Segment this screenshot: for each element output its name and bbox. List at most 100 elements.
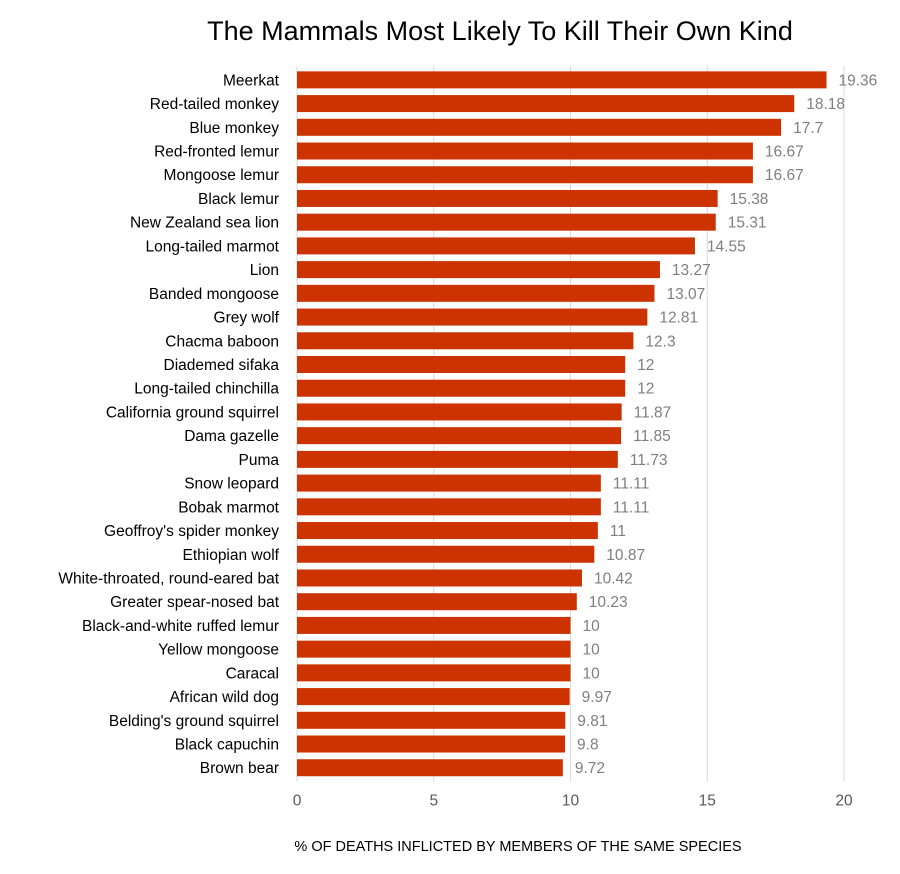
bar [297, 379, 626, 397]
category-label: Black capuchin [175, 737, 279, 754]
x-tick-label: 20 [835, 793, 853, 810]
category-label: Puma [239, 452, 280, 469]
value-label: 12.3 [645, 333, 675, 350]
bar [297, 142, 753, 160]
bar [297, 332, 634, 350]
bar [297, 688, 570, 706]
value-label: 10 [583, 665, 601, 682]
bar [297, 308, 648, 326]
value-label: 9.81 [577, 713, 607, 730]
category-label: Lion [250, 262, 279, 279]
bar [297, 640, 571, 658]
x-axis-ticks: 0 5 10 15 20 [293, 793, 853, 810]
category-label: Grey wolf [214, 310, 280, 327]
x-tick-label: 0 [293, 793, 302, 810]
value-label: 16.67 [765, 144, 804, 161]
value-label: 9.8 [577, 737, 599, 754]
x-axis-title: % OF DEATHS INFLICTED BY MEMBERS OF THE … [294, 839, 741, 855]
value-label: 15.38 [730, 191, 769, 208]
value-label: 14.55 [707, 238, 746, 255]
value-label: 11.11 [613, 499, 650, 516]
category-label: Diademed sifaka [164, 357, 280, 374]
value-label: 10.23 [589, 594, 628, 611]
category-label: California ground squirrel [106, 404, 279, 421]
bar [297, 356, 626, 373]
category-label: Mongoose lemur [164, 167, 279, 184]
value-label: 10 [583, 642, 601, 659]
category-label: Bobak marmot [178, 499, 279, 516]
gridlines [296, 66, 845, 782]
category-labels: Meerkat Red-tailed monkey Blue monkey Red-f… [58, 72, 279, 777]
value-labels: 19.36 18.18 17.7 16.67 16.67 15.38 15.31 14.55 1… [575, 72, 877, 777]
category-label: Red-fronted lemur [154, 144, 279, 161]
bar [297, 189, 718, 207]
category-label: Yellow mongoose [158, 642, 279, 659]
bar [297, 427, 622, 445]
category-label: Blue monkey [189, 120, 279, 137]
bar [297, 284, 655, 302]
category-label: Long-tailed chinchilla [134, 381, 279, 398]
category-label: Snow leopard [184, 476, 279, 493]
category-label: Brown bear [200, 760, 279, 777]
x-tick-label: 5 [429, 793, 438, 810]
category-label: Chacma baboon [165, 333, 279, 350]
category-label: Belding's ground squirrel [109, 713, 279, 730]
category-label: Geoffroy's spider monkey [104, 523, 279, 540]
category-label: New Zealand sea lion [130, 215, 279, 232]
bar [297, 118, 782, 136]
category-label: White-throated, round-eared bat [58, 570, 279, 587]
bar [297, 522, 598, 540]
bar [297, 498, 601, 516]
bar [297, 569, 582, 587]
category-label: Black-and-white ruffed lemur [82, 618, 279, 635]
value-label: 11.11 [613, 476, 650, 493]
bar [297, 95, 795, 113]
category-label: Caracal [226, 665, 279, 682]
bar [297, 711, 566, 729]
bar [297, 474, 601, 492]
value-label: 12 [637, 381, 654, 398]
value-label: 12.81 [659, 310, 698, 327]
category-label: Red-tailed monkey [150, 96, 279, 113]
value-label: 10.87 [606, 547, 645, 564]
bar [297, 545, 595, 563]
bar [297, 735, 566, 753]
value-label: 17.7 [793, 120, 823, 137]
value-label: 11.87 [634, 404, 672, 421]
bar [297, 616, 571, 634]
value-label: 11.85 [633, 428, 671, 445]
category-label: Long-tailed marmot [145, 238, 279, 255]
value-label: 12 [637, 357, 654, 374]
category-label: Dama gazelle [184, 428, 279, 445]
bar [297, 593, 577, 611]
category-label: Black lemur [198, 191, 279, 208]
category-label: Meerkat [223, 72, 280, 89]
value-label: 15.31 [728, 215, 767, 232]
bar [297, 403, 622, 421]
bar [297, 759, 563, 777]
category-label: Greater spear-nosed bat [110, 594, 280, 611]
x-tick-label: 15 [699, 793, 716, 810]
bar [297, 450, 618, 468]
value-label: 10 [583, 618, 601, 635]
value-label: 9.97 [582, 689, 612, 706]
value-label: 11 [610, 523, 626, 540]
value-label: 9.72 [575, 760, 605, 777]
value-label: 16.67 [765, 167, 804, 184]
bar [297, 213, 716, 231]
x-tick-label: 10 [562, 793, 580, 810]
bar [297, 237, 695, 255]
value-label: 13.27 [672, 262, 711, 279]
category-label: African wild dog [170, 689, 279, 706]
bar [297, 166, 753, 184]
category-label: Banded mongoose [149, 286, 279, 303]
value-label: 18.18 [806, 96, 845, 113]
value-label: 10.42 [594, 570, 633, 587]
value-label: 11.73 [630, 452, 668, 469]
bar [297, 71, 827, 89]
bars [297, 71, 827, 777]
value-label: 13.07 [666, 286, 705, 303]
value-label: 19.36 [838, 72, 877, 89]
